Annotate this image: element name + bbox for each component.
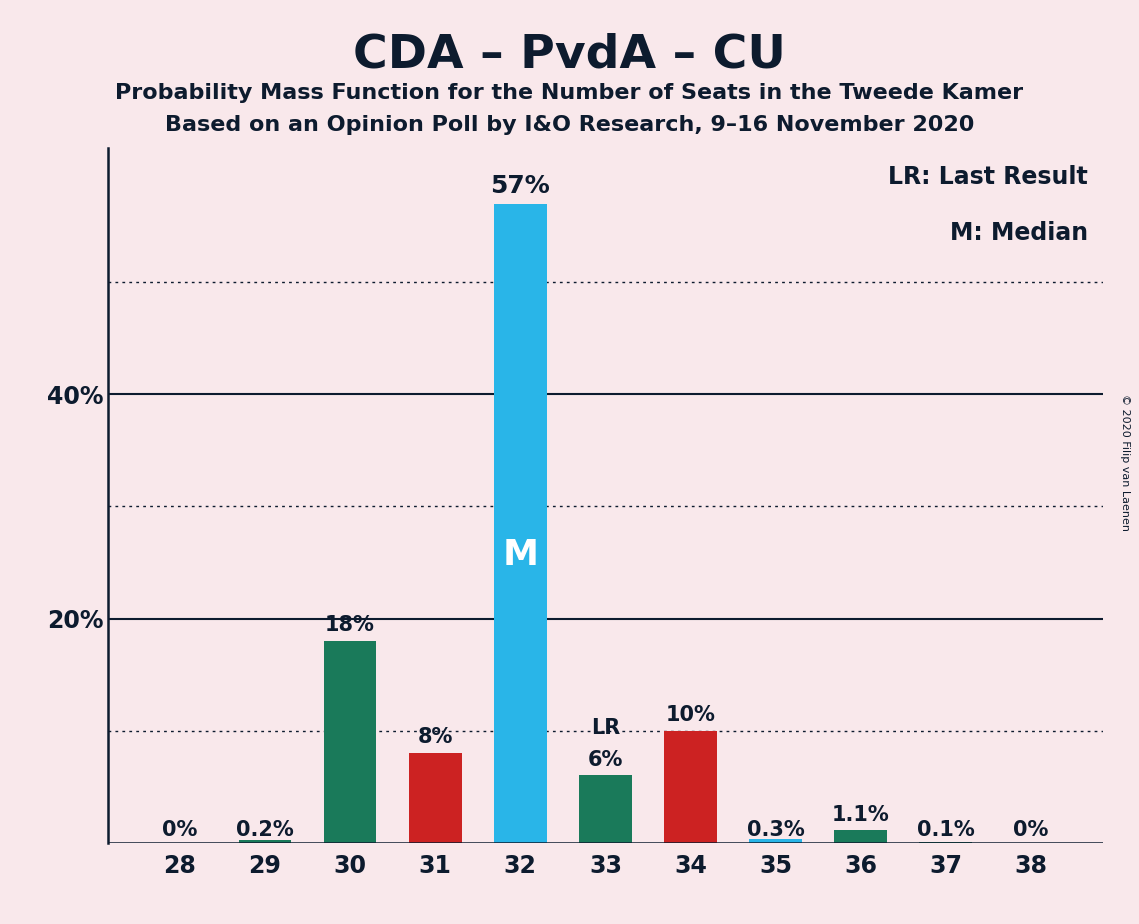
Text: M: M: [502, 538, 539, 572]
Bar: [835, 831, 887, 843]
Text: Based on an Opinion Poll by I&O Research, 9–16 November 2020: Based on an Opinion Poll by I&O Research…: [165, 115, 974, 135]
Bar: [664, 731, 716, 843]
Text: 0%: 0%: [1014, 820, 1049, 840]
Bar: [579, 775, 632, 843]
Text: 1.1%: 1.1%: [831, 805, 890, 825]
Bar: [919, 842, 973, 843]
Text: 8%: 8%: [418, 727, 453, 748]
Text: 10%: 10%: [665, 705, 715, 725]
Text: M: Median: M: Median: [950, 221, 1088, 245]
Text: 0.3%: 0.3%: [747, 820, 804, 840]
Text: 0.1%: 0.1%: [917, 820, 975, 840]
Text: LR: Last Result: LR: Last Result: [888, 165, 1088, 189]
Bar: [409, 753, 461, 843]
Text: © 2020 Filip van Laenen: © 2020 Filip van Laenen: [1121, 394, 1130, 530]
Text: 0%: 0%: [162, 820, 197, 840]
Text: 0.2%: 0.2%: [236, 820, 294, 840]
Bar: [238, 841, 292, 843]
Text: 6%: 6%: [588, 750, 623, 770]
Bar: [494, 204, 547, 843]
Bar: [323, 641, 376, 843]
Bar: [749, 839, 802, 843]
Text: 57%: 57%: [491, 175, 550, 199]
Text: Probability Mass Function for the Number of Seats in the Tweede Kamer: Probability Mass Function for the Number…: [115, 83, 1024, 103]
Text: LR: LR: [591, 719, 620, 738]
Text: 18%: 18%: [325, 615, 375, 636]
Text: CDA – PvdA – CU: CDA – PvdA – CU: [353, 32, 786, 78]
